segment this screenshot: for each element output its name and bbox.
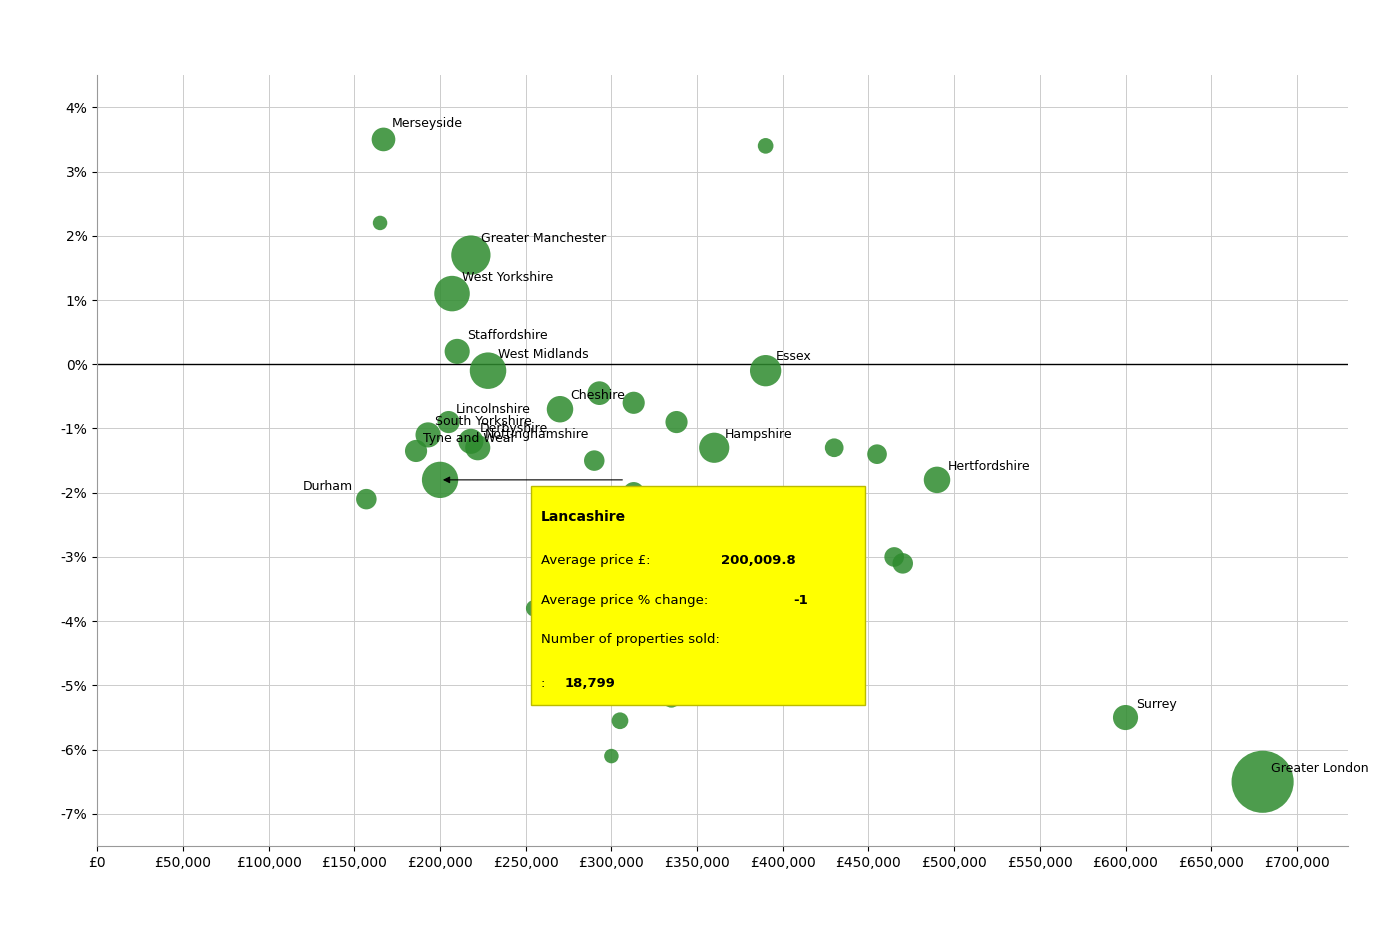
Point (588, 385, 610, 400)
Point (460, 247, 482, 262)
Text: South Yorkshire: South Yorkshire (435, 415, 531, 429)
Point (1251, 775, 1273, 790)
Text: Surrey: Surrey (1136, 698, 1176, 711)
Text: West Yorkshire: West Yorkshire (463, 271, 553, 284)
Point (891, 556, 913, 571)
Text: 200,009.8: 200,009.8 (721, 554, 795, 567)
Point (356, 492, 378, 507)
Text: Derbyshire: Derbyshire (480, 422, 548, 435)
Text: Average price % change:: Average price % change: (541, 593, 713, 606)
Text: Greater Manchester: Greater Manchester (481, 232, 606, 245)
Point (666, 415, 688, 430)
Point (703, 440, 726, 455)
Point (798, 639, 820, 654)
Point (460, 434, 482, 449)
Point (687, 505, 709, 520)
Point (755, 138, 777, 153)
Point (368, 215, 391, 230)
Text: 18,799: 18,799 (564, 677, 616, 690)
Point (638, 627, 660, 642)
Point (1115, 710, 1137, 725)
Point (549, 401, 571, 416)
Point (438, 415, 460, 430)
Bar (531, 486, 865, 705)
Point (606, 537, 628, 552)
Point (623, 485, 645, 500)
Text: Greater London: Greater London (1272, 762, 1369, 775)
Point (926, 472, 948, 487)
Point (669, 549, 691, 564)
Text: Cheshire: Cheshire (570, 388, 626, 401)
Text: Tyne and Wear: Tyne and Wear (423, 431, 516, 445)
Point (373, 132, 395, 147)
Point (623, 395, 645, 410)
Point (595, 614, 617, 629)
Text: Merseyside: Merseyside (392, 117, 463, 130)
Point (430, 472, 452, 487)
Text: Essex: Essex (776, 350, 812, 363)
Text: Lancashire: Lancashire (541, 510, 626, 525)
Point (417, 428, 439, 443)
Text: Hampshire: Hampshire (724, 429, 792, 442)
Text: Staffordshire: Staffordshire (467, 329, 548, 342)
Point (441, 286, 463, 301)
Text: Gloucestershire: Gloucestershire (626, 525, 723, 538)
Text: Kent: Kent (708, 493, 735, 506)
Text: Average price £:: Average price £: (541, 554, 655, 567)
Point (883, 549, 905, 564)
Text: Number of properties sold:: Number of properties sold: (541, 634, 720, 646)
Text: :: : (541, 677, 549, 690)
Text: Devon: Devon (659, 615, 699, 628)
Text: Nottinghamshire: Nottinghamshire (485, 429, 589, 442)
Point (404, 444, 427, 459)
Point (523, 601, 545, 616)
Point (823, 440, 845, 455)
Text: Durham: Durham (303, 479, 353, 493)
Text: West Midlands: West Midlands (498, 348, 589, 361)
Point (600, 748, 623, 763)
Text: Somerset: Somerset (691, 538, 751, 551)
Point (660, 691, 682, 706)
Text: Lincolnshire: Lincolnshire (456, 402, 531, 415)
Text: Hertfordshire: Hertfordshire (948, 461, 1030, 474)
Point (609, 713, 631, 728)
Point (446, 344, 468, 359)
Text: -1: -1 (792, 593, 808, 606)
Point (755, 363, 777, 378)
Point (584, 453, 606, 468)
Point (866, 446, 888, 462)
Point (477, 363, 499, 378)
Point (467, 440, 489, 455)
